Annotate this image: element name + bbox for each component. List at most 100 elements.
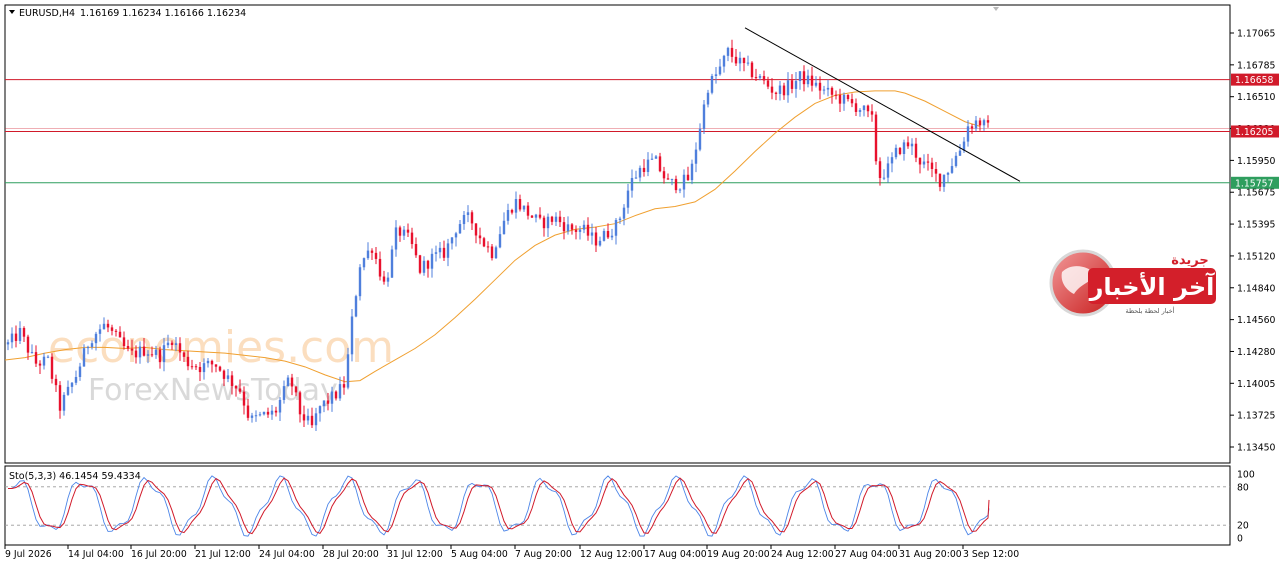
candle-bear — [866, 105, 870, 112]
candle-bull — [822, 89, 826, 91]
candle-bear — [662, 171, 666, 179]
candle-bull — [74, 376, 78, 383]
candle-bull — [882, 177, 886, 179]
candle-bear — [470, 212, 474, 224]
candle-bull — [678, 189, 682, 191]
price-tick-label: 1.16785 — [1237, 60, 1276, 71]
candle-bull — [422, 260, 426, 273]
shift-marker-icon[interactable] — [993, 7, 999, 11]
candle-bear — [58, 385, 62, 411]
candle-bull — [954, 155, 958, 167]
candle-bear — [918, 157, 922, 165]
candle-bull — [630, 178, 634, 191]
candle-bear — [666, 178, 670, 180]
candle-bull — [626, 190, 630, 208]
candle-bull — [910, 143, 914, 147]
candle-bear — [410, 232, 414, 245]
candle-bull — [546, 216, 550, 229]
candle-bear — [26, 336, 30, 353]
candle-bear — [182, 352, 186, 357]
candle-bull — [710, 75, 714, 93]
candle-bear — [562, 222, 566, 232]
price-tick-label: 1.14005 — [1237, 379, 1276, 390]
candle-bull — [338, 384, 342, 399]
descending-trendline[interactable] — [744, 27, 1021, 182]
candle-bear — [50, 356, 54, 379]
logo-banner — [1088, 268, 1216, 304]
candle-bear — [370, 250, 374, 253]
candle-bull — [950, 166, 954, 173]
price-tick-label: 1.15950 — [1237, 156, 1276, 167]
candle-bear — [478, 235, 482, 239]
candle-bull — [798, 71, 802, 82]
candle-bull — [254, 415, 258, 417]
time-tick-label: 24 Jul 04:00 — [259, 549, 315, 560]
candle-bull — [46, 356, 50, 358]
candle-bear — [238, 388, 242, 392]
candle-bear — [190, 366, 194, 368]
candle-bear — [846, 94, 850, 100]
candle-bull — [78, 366, 82, 377]
candles-layer — [6, 39, 990, 431]
candle-bull — [702, 104, 706, 129]
logo-sub-text: أخبار لحظة بلحظة — [1125, 306, 1174, 315]
candle-bear — [194, 366, 198, 368]
candle-bear — [266, 411, 270, 415]
price-tick-label: 1.13725 — [1237, 411, 1276, 422]
moving-average-layer — [5, 90, 981, 383]
candle-bear — [570, 224, 574, 230]
candle-bull — [858, 110, 862, 112]
stochastic-scale-label: 20 — [1237, 521, 1249, 532]
candle-bull — [282, 386, 286, 400]
candle-bull — [958, 150, 962, 156]
price-badges: 1.16658 1.16205 1.15757 — [1231, 73, 1279, 189]
candle-bear — [134, 350, 138, 358]
logo-continent-icon — [1061, 266, 1096, 294]
candle-bull — [598, 240, 602, 246]
candle-bull — [902, 142, 906, 154]
candle-bear — [106, 323, 110, 328]
candle-bull — [714, 74, 718, 76]
candle-bear — [934, 168, 938, 174]
candle-bear — [938, 173, 942, 187]
candle-bull — [154, 349, 158, 355]
candle-bear — [730, 47, 734, 57]
candle-bear — [550, 216, 554, 222]
horizontal-levels[interactable] — [5, 79, 1230, 184]
candle-bull — [258, 414, 262, 416]
trendline-layer[interactable] — [744, 27, 1021, 182]
candle-bull — [974, 120, 978, 129]
candle-bull — [582, 224, 586, 230]
symbol-dropdown-icon[interactable] — [9, 10, 15, 14]
candle-bear — [774, 92, 778, 94]
candle-bear — [294, 386, 298, 393]
candle-bull — [890, 157, 894, 164]
candle-bull — [726, 47, 730, 56]
stochastic-levels — [5, 486, 1230, 526]
candle-bear — [762, 76, 766, 81]
candle-bull — [786, 80, 790, 96]
candle-bear — [518, 199, 522, 210]
stochastic-label: Sto(5,3,3) 46.1454 59.4334 — [9, 471, 141, 482]
candle-bear — [830, 87, 834, 95]
candle-bear — [118, 331, 122, 338]
candle-bull — [862, 105, 866, 111]
candle-bear — [558, 216, 562, 223]
candle-bull — [622, 207, 626, 219]
candle-bull — [446, 243, 450, 258]
candle-bull — [42, 356, 46, 366]
candle-bull — [462, 214, 466, 225]
candle-bull — [494, 247, 498, 259]
candle-bear — [818, 82, 822, 91]
candle-bull — [66, 386, 70, 395]
candle-bull — [614, 219, 618, 236]
candle-bear — [986, 120, 990, 123]
candle-bear — [834, 94, 838, 96]
candle-bull — [670, 178, 674, 180]
time-tick-label: 3 Sep 12:00 — [963, 549, 1019, 560]
candle-bull — [174, 343, 178, 345]
candle-bear — [530, 215, 534, 218]
time-tick-label: 17 Aug 04:00 — [644, 549, 707, 560]
